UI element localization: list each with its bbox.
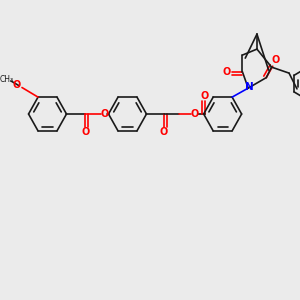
Text: O: O [200,91,209,101]
Text: CH₃: CH₃ [0,75,14,84]
Text: O: O [100,109,108,119]
Text: O: O [222,67,230,76]
Text: O: O [272,55,280,65]
Text: O: O [160,127,168,137]
Text: O: O [81,127,90,137]
Text: O: O [191,109,199,119]
Text: O: O [13,80,21,90]
Text: N: N [245,82,254,92]
